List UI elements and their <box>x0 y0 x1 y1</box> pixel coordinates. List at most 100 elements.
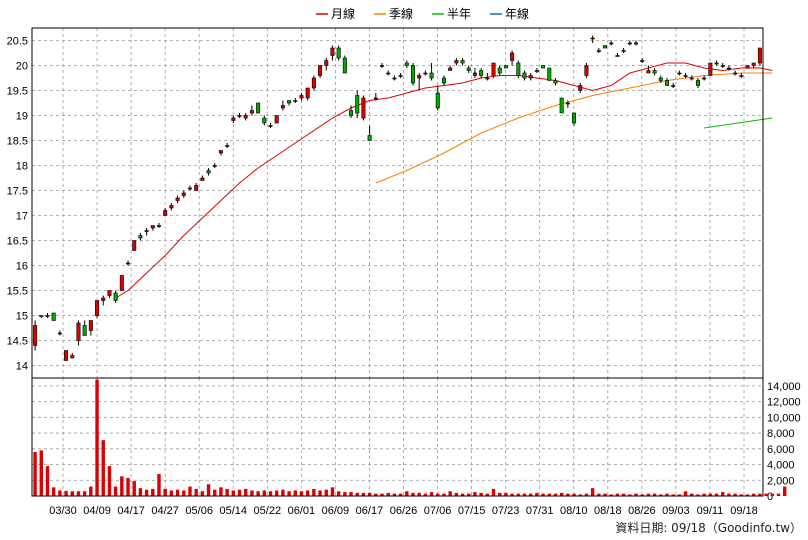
volume-bar <box>714 493 719 496</box>
volume-bar <box>250 490 254 496</box>
volume-bar <box>126 477 130 496</box>
volume-bar <box>690 493 694 496</box>
volume-grid <box>32 378 763 497</box>
candle-body <box>547 67 552 81</box>
candle-body <box>187 187 192 190</box>
candle-body <box>237 115 242 117</box>
volume-tick-label: 10,000 <box>767 412 801 424</box>
volume-bar <box>442 493 446 496</box>
volume-bar <box>231 490 236 496</box>
candle-body <box>386 72 391 75</box>
volume-bar <box>448 491 452 496</box>
candle-body <box>695 80 700 86</box>
legend-label-0: 月線 <box>331 6 355 21</box>
volume-bar <box>752 493 756 496</box>
volume-bar <box>318 490 322 496</box>
volume-bar <box>33 451 37 496</box>
candle-body <box>590 37 595 40</box>
candle-body <box>355 95 360 114</box>
candle-body <box>82 325 87 336</box>
candle-body <box>70 355 75 359</box>
volume-bar <box>58 490 62 496</box>
volume-bar <box>479 492 483 496</box>
volume-bar <box>473 492 477 496</box>
date-tick-label: 09/03 <box>662 505 690 517</box>
candle-body <box>609 42 614 45</box>
volume-bar <box>225 488 229 496</box>
candle-body <box>293 100 298 102</box>
volume-bar <box>454 492 459 496</box>
candle-body <box>689 77 694 80</box>
date-tick-label: 05/06 <box>185 505 213 517</box>
candle-body <box>404 62 409 66</box>
volume-bar <box>336 491 341 496</box>
volume-bar <box>312 488 316 496</box>
volume-bar <box>244 488 248 496</box>
volume-bar <box>405 491 409 496</box>
volume-bar <box>200 491 205 496</box>
candle-body <box>88 320 93 331</box>
candle-body <box>39 315 44 317</box>
volume-bar <box>572 493 576 496</box>
volume-bar <box>721 492 725 496</box>
price-tick-label: 17.5 <box>7 186 28 198</box>
volume-tick-label: 14,000 <box>767 381 801 393</box>
volume-bar <box>151 488 155 496</box>
date-tick-label: 06/01 <box>288 505 316 517</box>
volume-bar <box>782 486 787 496</box>
candle-body <box>491 62 496 76</box>
date-tick-label: 08/26 <box>628 505 656 517</box>
candle-body <box>522 72 527 79</box>
candle-body <box>336 47 341 59</box>
volume-bar <box>498 492 502 496</box>
candle-body <box>702 77 707 80</box>
date-tick-label: 04/09 <box>83 505 111 517</box>
volume-bars <box>33 379 787 496</box>
volume-bar <box>411 492 415 496</box>
volume-bar <box>268 491 273 496</box>
candle-body <box>429 72 434 79</box>
volume-bar <box>324 489 328 496</box>
volume-bar <box>504 492 508 496</box>
price-tick-label: 14.5 <box>7 336 28 348</box>
volume-bar <box>553 493 558 496</box>
candle-body <box>634 42 639 45</box>
volume-bar <box>646 493 651 496</box>
candle-body <box>95 300 100 316</box>
date-tick-label: 09/18 <box>730 505 758 517</box>
volume-bar <box>343 492 347 496</box>
candle-body <box>367 135 372 141</box>
volume-bar <box>541 493 545 496</box>
volume-bar <box>559 492 564 496</box>
volume-bar <box>640 494 644 496</box>
candle-body <box>671 85 676 87</box>
candle-body <box>126 262 131 265</box>
candle-body <box>181 192 186 196</box>
volume-bar <box>460 493 465 496</box>
volume-bar <box>213 489 217 496</box>
candle-body <box>33 325 38 346</box>
price-tick-label: 15 <box>16 311 28 323</box>
candle-body <box>268 125 273 127</box>
volume-bar <box>603 493 607 496</box>
price-tick-label: 15.5 <box>7 286 28 298</box>
volume-bar <box>305 490 310 496</box>
volume-bar <box>702 493 706 496</box>
candle-body <box>596 50 601 52</box>
candle-body <box>200 177 205 181</box>
volume-bar <box>516 493 521 496</box>
candle-body <box>646 70 651 74</box>
candle-body <box>472 72 477 76</box>
legend-label-2: 半年 <box>447 7 471 21</box>
volume-bar <box>101 440 105 496</box>
date-tick-label: 05/22 <box>254 505 282 517</box>
candle-body <box>565 102 570 105</box>
date-tick-label: 07/31 <box>526 505 554 517</box>
price-tick-label: 18 <box>16 161 28 173</box>
price-tick-label: 19 <box>16 111 28 123</box>
candle-body <box>225 145 230 147</box>
candle-body <box>683 75 688 77</box>
candle-body <box>113 292 118 301</box>
candle-body <box>231 117 236 121</box>
volume-bar <box>386 492 390 496</box>
